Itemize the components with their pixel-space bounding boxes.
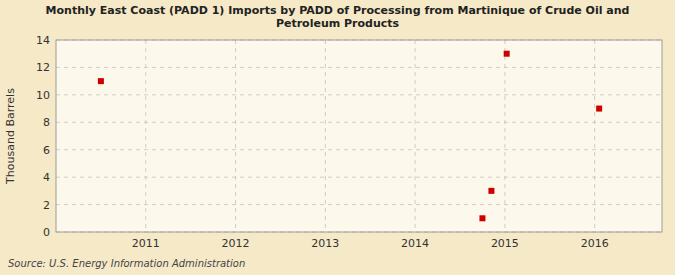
tick-label: 2012 — [222, 237, 250, 250]
background — [0, 0, 675, 275]
tick-label: 2 — [43, 199, 50, 212]
point — [504, 51, 510, 57]
tick-label: 2011 — [132, 237, 160, 250]
tick-label: 2016 — [581, 237, 609, 250]
grid-line — [325, 40, 326, 232]
grid-line — [56, 67, 662, 68]
grid-line — [415, 40, 416, 232]
tick-label: 10 — [36, 89, 50, 102]
grid-line — [594, 40, 595, 232]
tick-label: 12 — [36, 61, 50, 74]
grid-line — [145, 40, 146, 232]
point — [479, 215, 485, 221]
axis-label: Thousand Barrels — [4, 88, 17, 185]
grid-line — [504, 40, 505, 232]
plot-frame — [56, 40, 662, 232]
tick-label: 2013 — [311, 237, 339, 250]
grid-line — [56, 177, 662, 178]
tick-label: 2015 — [491, 237, 519, 250]
tick-label: 8 — [43, 116, 50, 129]
grid-line — [56, 204, 662, 205]
tick-label: 2014 — [401, 237, 429, 250]
point — [488, 188, 494, 194]
chart-container: 0 2 4 6 8 10 12 14 2011 2012 2013 2014 2015 2016 Month… — [0, 0, 675, 275]
grid-line — [56, 122, 662, 123]
tick-label: 0 — [43, 226, 50, 239]
grid-line — [235, 40, 236, 232]
tick-labels: 0 2 4 6 8 10 12 14 2011 2012 2013 2014 2015 2016 — [36, 34, 609, 250]
point — [98, 78, 104, 84]
title: Monthly East Coast (PADD 1) Imports by P… — [46, 4, 630, 30]
grid-line — [56, 149, 662, 150]
points — [98, 51, 602, 222]
plot-background — [56, 40, 662, 232]
source: Source: U.S. Energy Information Administ… — [8, 258, 245, 269]
tick-label: 6 — [43, 144, 50, 157]
tick-label: 14 — [36, 34, 50, 47]
tick-label: 4 — [43, 171, 50, 184]
chart: 0 2 4 6 8 10 12 14 2011 2012 2013 2014 2015 2016 Month… — [0, 0, 675, 275]
grid-line — [56, 94, 662, 95]
point — [596, 106, 602, 112]
grid — [56, 40, 662, 232]
